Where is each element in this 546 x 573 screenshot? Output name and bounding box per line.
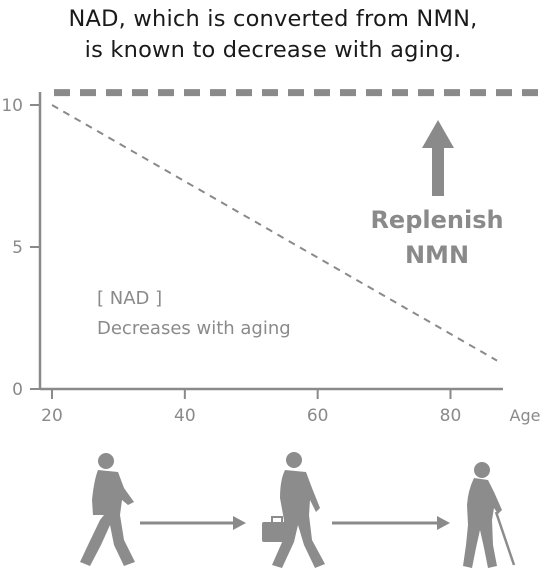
title-line-1: NAD, which is converted from NMN, <box>68 6 478 32</box>
ticks: 0 5 10 20 40 60 80 Age <box>1 96 540 426</box>
y-tick-label: 0 <box>12 380 23 400</box>
replenish-label-1: Replenish <box>370 206 503 234</box>
x-tick-label: 60 <box>307 406 329 426</box>
title-line-2: is known to decrease with aging. <box>84 37 462 63</box>
x-tick-label: 80 <box>440 406 462 426</box>
businessman-briefcase-icon <box>262 452 325 568</box>
axes <box>38 92 503 391</box>
y-tick-label: 10 <box>1 96 23 116</box>
y-tick-label: 5 <box>12 238 23 258</box>
x-tick-label: 20 <box>41 406 63 426</box>
young-walking-person-icon <box>80 453 135 566</box>
up-arrow-icon <box>422 120 454 196</box>
elderly-cane-person-icon <box>463 462 516 568</box>
series <box>51 89 543 362</box>
right-arrow-icon <box>140 516 246 530</box>
right-arrow-icon <box>332 516 450 530</box>
replenish-label-2: NMN <box>405 241 469 269</box>
nad-description: Decreases with aging <box>97 318 291 339</box>
x-tick-label: 40 <box>174 406 196 426</box>
nad-label: [ NAD ] <box>97 288 162 309</box>
x-axis-label: Age <box>510 406 541 425</box>
